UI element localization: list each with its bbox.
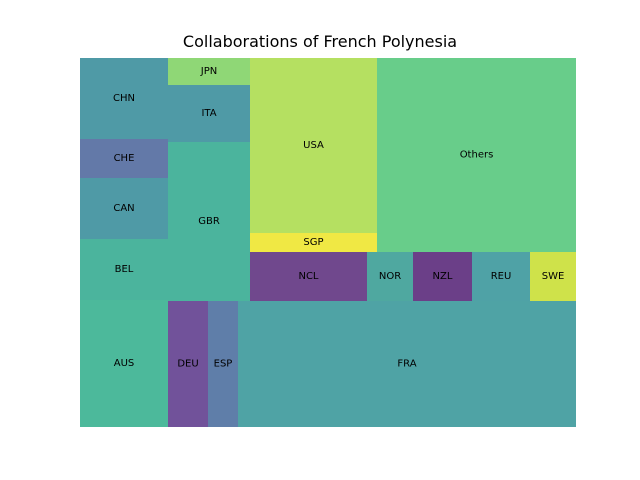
treemap-label-others: Others <box>460 150 494 161</box>
treemap-cell-deu <box>168 301 208 427</box>
treemap-label-can: CAN <box>113 203 134 214</box>
treemap-cell-swe <box>530 252 576 301</box>
treemap-cell-nor <box>367 252 413 301</box>
treemap-label-nzl: NZL <box>433 271 453 282</box>
treemap-cell-ncl <box>250 252 367 301</box>
treemap-cell-che <box>80 139 168 178</box>
treemap-cell-usa <box>250 58 377 233</box>
treemap-label-sgp: SGP <box>303 237 323 248</box>
treemap-cell-bel <box>80 239 168 300</box>
treemap-label-ita: ITA <box>201 108 216 119</box>
treemap-label-deu: DEU <box>177 359 198 370</box>
treemap-label-aus: AUS <box>114 358 135 369</box>
treemap-label-usa: USA <box>303 140 324 151</box>
treemap-label-reu: REU <box>491 271 512 282</box>
treemap-cell-chn <box>80 58 168 139</box>
treemap-cell-reu <box>472 252 530 301</box>
treemap-cell-fra <box>238 301 576 427</box>
treemap-label-ncl: NCL <box>298 271 318 282</box>
chart-title: Collaborations of French Polynesia <box>182 32 458 51</box>
treemap-cell-aus <box>80 300 168 427</box>
treemap-label-chn: CHN <box>113 93 135 104</box>
treemap-cell-jpn <box>168 58 250 85</box>
treemap-label-esp: ESP <box>214 359 233 370</box>
treemap-cell-gbr <box>168 142 250 301</box>
treemap-cell-ita <box>168 85 250 142</box>
treemap-label-swe: SWE <box>542 271 565 282</box>
treemap-label-gbr: GBR <box>198 216 220 227</box>
treemap-label-bel: BEL <box>115 264 134 275</box>
treemap-label-nor: NOR <box>379 271 401 282</box>
treemap-cell-nzl <box>413 252 472 301</box>
treemap-label-fra: FRA <box>397 359 416 370</box>
treemap-label-jpn: JPN <box>200 66 217 77</box>
treemap-label-che: CHE <box>114 153 135 164</box>
treemap-cell-esp <box>208 301 238 427</box>
treemap-cell-can <box>80 178 168 239</box>
treemap-cell-others <box>377 58 576 252</box>
treemap-cell-sgp <box>250 233 377 252</box>
